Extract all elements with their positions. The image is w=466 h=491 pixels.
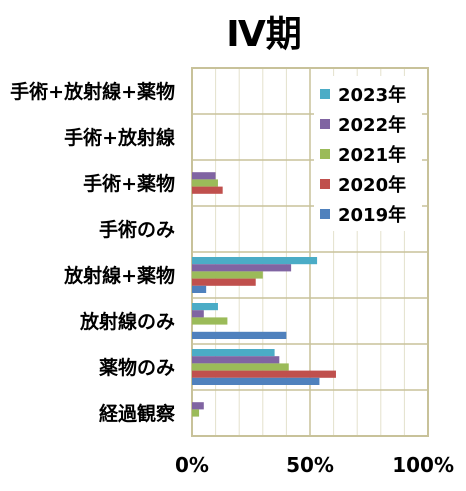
category-label: 手術のみ	[99, 218, 175, 241]
legend-background	[314, 76, 422, 231]
bar	[192, 285, 207, 293]
bar	[192, 317, 228, 325]
bar	[192, 257, 318, 265]
chart-title: Ⅳ期	[226, 14, 302, 55]
bar	[192, 356, 280, 364]
bar	[192, 172, 216, 180]
category-label: 手術+放射線+薬物	[10, 80, 175, 103]
bar	[192, 409, 200, 417]
bar	[192, 331, 287, 339]
legend-swatch	[320, 209, 330, 219]
legend-swatch	[320, 119, 330, 129]
legend-swatch	[320, 89, 330, 99]
legend-label: 2020年	[338, 174, 406, 196]
bar	[192, 349, 275, 357]
category-label: 放射線+薬物	[63, 264, 175, 287]
x-axis-ticks: 0% 50% 100%	[175, 453, 454, 477]
x-tick-label: 100%	[392, 453, 454, 477]
plot-border	[191, 67, 429, 437]
legend-label: 2019年	[338, 204, 406, 226]
legend-label: 2021年	[338, 144, 406, 166]
bar	[192, 370, 336, 378]
bars	[192, 172, 336, 417]
category-label: 経過観察	[99, 402, 176, 425]
x-tick-label: 50%	[286, 453, 334, 477]
bar	[192, 186, 223, 194]
legend-label: 2023年	[338, 84, 406, 106]
plot-area-frame	[191, 67, 429, 437]
bar	[192, 303, 218, 311]
category-label: 薬物のみ	[98, 356, 175, 379]
bar	[192, 402, 204, 410]
bar	[192, 179, 218, 187]
category-label: 手術+放射線	[64, 126, 175, 149]
legend-swatch	[320, 179, 330, 189]
bar	[192, 278, 256, 286]
legend-swatch	[320, 149, 330, 159]
bar	[192, 377, 320, 385]
category-labels: 手術+放射線+薬物手術+放射線手術+薬物手術のみ放射線+薬物放射線のみ薬物のみ経…	[10, 80, 176, 425]
bar	[192, 271, 263, 279]
legend: 2023年 2022年 2021年 2020年 2019年	[314, 76, 422, 231]
x-tick-label: 0%	[175, 453, 209, 477]
category-label: 放射線のみ	[79, 310, 175, 333]
legend-label: 2022年	[338, 114, 406, 136]
bar	[192, 264, 292, 272]
bar	[192, 310, 204, 318]
category-label: 手術+薬物	[83, 172, 175, 195]
bar	[192, 363, 289, 371]
